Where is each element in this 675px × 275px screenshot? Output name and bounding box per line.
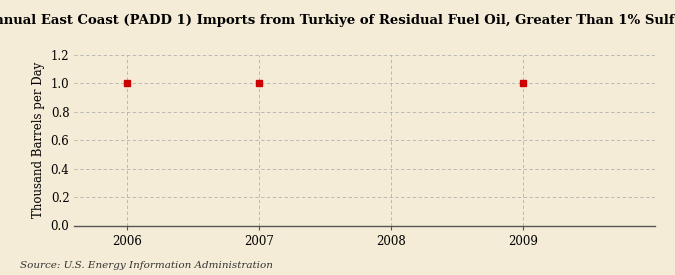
Y-axis label: Thousand Barrels per Day: Thousand Barrels per Day — [32, 62, 45, 218]
Text: Annual East Coast (PADD 1) Imports from Turkiye of Residual Fuel Oil, Greater Th: Annual East Coast (PADD 1) Imports from … — [0, 14, 675, 27]
Text: Source: U.S. Energy Information Administration: Source: U.S. Energy Information Administ… — [20, 260, 273, 270]
